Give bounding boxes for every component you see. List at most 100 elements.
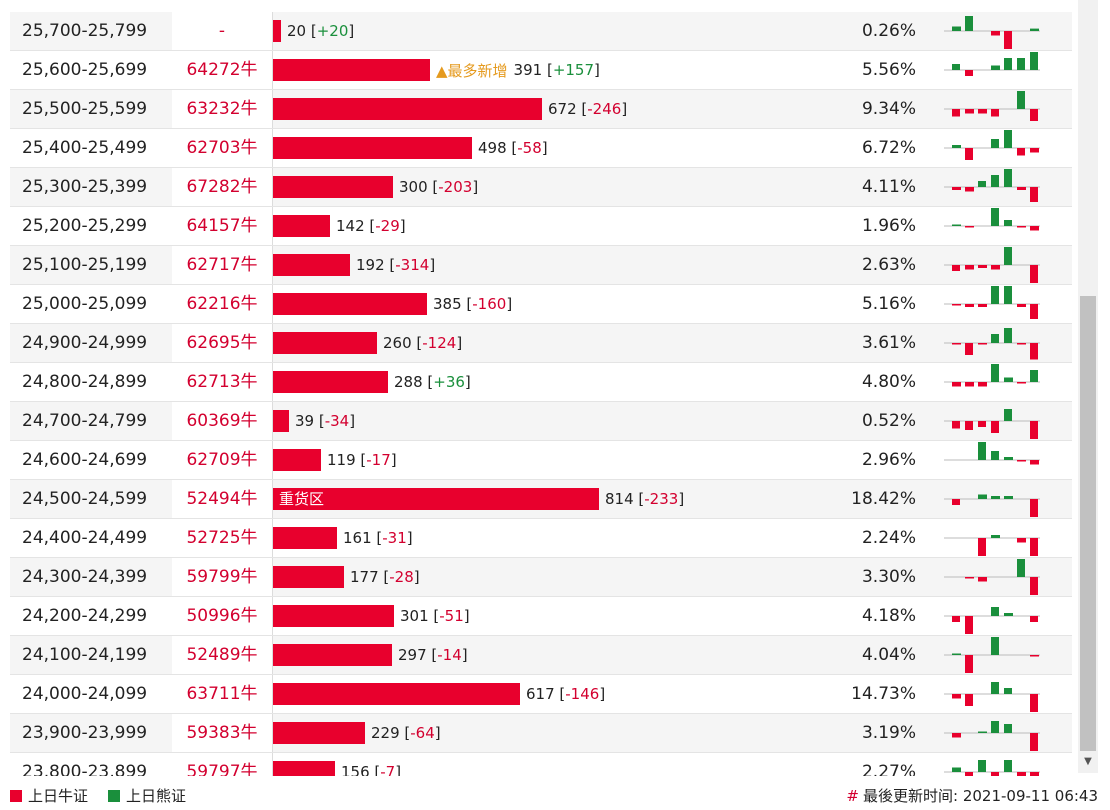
price-range: 25,600-25,699 <box>22 60 148 80</box>
sparkline-bar <box>1030 28 1039 31</box>
volume-bar-cell: 192 [-314] <box>273 254 435 276</box>
legend-bear: 上日熊证 <box>108 785 186 806</box>
sparkline-bar <box>952 224 961 226</box>
sparkline-bar <box>1004 688 1012 694</box>
volume-change: +157 <box>552 61 595 79</box>
sparkline-bar <box>1004 247 1012 265</box>
sparkline-bar <box>1017 304 1026 307</box>
table-top-edge <box>0 0 1075 12</box>
warrant-code[interactable]: 62713牛 <box>186 372 258 392</box>
price-range: 24,300-24,399 <box>22 567 148 587</box>
table-row: 25,400-25,499 62703牛 498 [-58] 6.72% <box>10 129 1072 168</box>
warrant-code[interactable]: 62709牛 <box>186 450 258 470</box>
volume-value: 142 [-29] <box>336 217 406 235</box>
sparkline-bar <box>1030 694 1038 712</box>
sparkline-bar <box>952 187 961 190</box>
warrant-code[interactable]: 60369牛 <box>172 402 272 440</box>
percentage: 4.11% <box>861 177 916 197</box>
warrant-code[interactable]: 62216牛 <box>186 294 258 314</box>
warrant-code[interactable]: 63232牛 <box>172 90 272 128</box>
volume-value: 391 [+157] <box>513 61 600 79</box>
trend-sparkline <box>944 721 1040 751</box>
volume-number: 119 <box>327 451 356 469</box>
chevron-down-icon[interactable]: ▼ <box>1084 756 1092 767</box>
warrant-code[interactable]: 59383牛 <box>172 714 272 752</box>
warrant-code[interactable]: 50996牛 <box>186 606 258 626</box>
warrant-code[interactable]: 67282牛 <box>172 168 272 206</box>
column-divider <box>272 675 273 713</box>
legend-bull-label: 上日牛证 <box>28 787 89 805</box>
volume-change: -203 <box>438 178 473 196</box>
table-row: 25,100-25,199 62717牛 192 [-314] 2.63% <box>10 246 1072 285</box>
volume-bar-cell: 288 [+36] <box>273 371 471 393</box>
volume-value: 177 [-28] <box>350 568 420 586</box>
sparkline-bar <box>978 760 986 772</box>
volume-bar <box>273 20 281 42</box>
volume-change: -58 <box>517 139 542 157</box>
warrant-code[interactable]: 63711牛 <box>186 684 258 704</box>
warrant-code[interactable]: 59799牛 <box>172 558 272 596</box>
column-divider <box>272 519 273 557</box>
percentage: 2.24% <box>861 528 916 548</box>
volume-number: 391 <box>513 61 543 79</box>
volume-change: -28 <box>389 568 414 586</box>
percentage: 3.61% <box>861 333 916 353</box>
column-divider <box>272 168 273 206</box>
warrant-code[interactable]: 62703牛 <box>186 138 258 158</box>
percentage: 9.34% <box>861 99 916 119</box>
column-divider <box>272 558 273 596</box>
warrant-code[interactable]: 64157牛 <box>186 216 258 236</box>
volume-change: -14 <box>437 646 462 664</box>
volume-value: 260 [-124] <box>383 334 463 352</box>
sparkline-bar <box>952 421 960 429</box>
column-divider <box>272 363 273 401</box>
sparkline-bar <box>1030 304 1038 319</box>
price-range: 23,900-23,999 <box>22 723 148 743</box>
warrant-code[interactable]: 64272牛 <box>186 60 258 80</box>
sparkline-bar <box>965 16 973 31</box>
sparkline-bar <box>1030 148 1039 153</box>
price-range: 24,600-24,699 <box>22 450 148 470</box>
volume-bar <box>273 566 344 588</box>
warrant-code[interactable]: 52489牛 <box>172 636 272 674</box>
sparkline-bar <box>965 421 973 430</box>
table-row: 24,500-24,599 52494牛 重货区 814 [-233] 18.42% <box>10 480 1072 519</box>
warrant-code[interactable]: - <box>172 12 272 50</box>
volume-value: 301 [-51] <box>400 607 470 625</box>
table-row: 25,500-25,599 63232牛 672 [-246] 9.34% <box>10 90 1072 129</box>
sparkline-bar <box>991 535 1000 538</box>
volume-number: 385 <box>433 295 462 313</box>
sparkline-bar <box>952 145 961 148</box>
volume-bar-cell: 142 [-29] <box>273 215 406 237</box>
volume-bar <box>273 215 330 237</box>
warrant-code[interactable]: 62717牛 <box>172 246 272 284</box>
trend-sparkline <box>944 535 1040 556</box>
warrant-code[interactable]: 52725牛 <box>186 528 258 548</box>
warrant-code[interactable]: 52494牛 <box>172 480 272 518</box>
price-range: 24,100-24,199 <box>22 645 148 665</box>
sparkline-bar <box>1030 52 1038 70</box>
sparkline-bar <box>965 772 973 778</box>
sparkline-bar <box>1017 91 1025 109</box>
sparkline-bar <box>1030 370 1038 382</box>
percentage: 4.04% <box>861 645 916 665</box>
trend-sparkline <box>944 16 1040 49</box>
table-row: 24,000-24,099 63711牛 617 [-146] 14.73% <box>10 675 1072 714</box>
sparkline-bar <box>978 343 987 345</box>
volume-value: 300 [-203] <box>399 178 479 196</box>
volume-bar <box>273 332 377 354</box>
sparkline-bar <box>1030 421 1038 439</box>
sparkline-bar <box>991 721 999 733</box>
sparkline-bar <box>952 64 960 70</box>
table-row: 23,900-23,999 59383牛 229 [-64] 3.19% <box>10 714 1072 753</box>
sparkline-bar <box>965 265 974 270</box>
price-range: 24,700-24,799 <box>22 411 148 431</box>
volume-value: 20 [+20] <box>287 22 355 40</box>
vertical-scrollbar[interactable]: ▼ <box>1078 0 1098 773</box>
sparkline-bar <box>952 616 960 622</box>
price-range: 25,200-25,299 <box>22 216 148 236</box>
sparkline-bar <box>965 577 974 579</box>
volume-value: 814 [-233] <box>605 490 685 508</box>
warrant-code[interactable]: 62695牛 <box>172 324 272 362</box>
scrollbar-thumb[interactable] <box>1080 296 1096 751</box>
